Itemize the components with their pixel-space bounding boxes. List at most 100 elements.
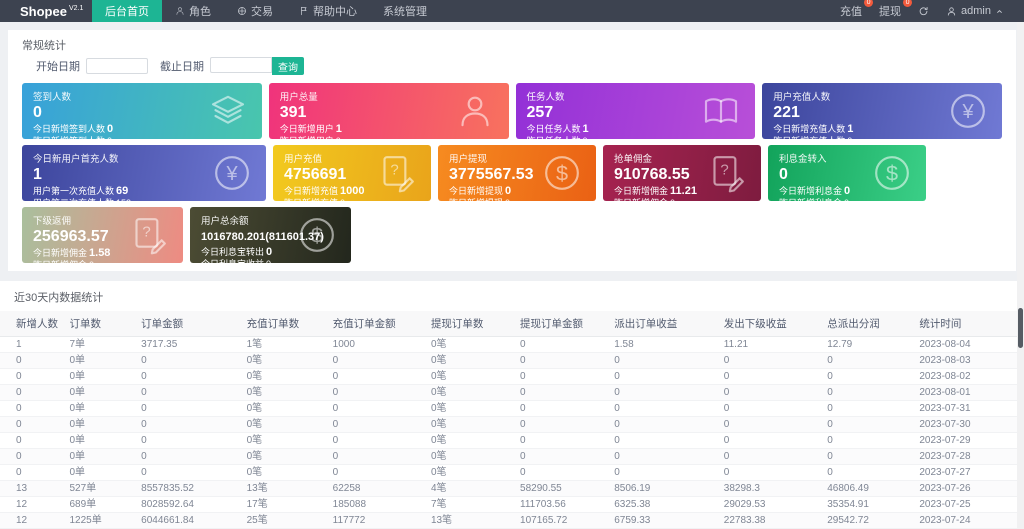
dollar-circle-icon: $ bbox=[297, 215, 337, 255]
recharge-badge: 0 bbox=[864, 0, 874, 7]
table-column-header: 充值订单数 bbox=[240, 311, 327, 337]
table-cell: 1 bbox=[0, 336, 64, 353]
app-logo[interactable]: Shopee V2.1 bbox=[0, 0, 92, 22]
withdraw-badge: 0 bbox=[903, 0, 913, 7]
card-line-yesterday: 用户第二次充值人数152 bbox=[33, 197, 255, 201]
svg-text:$: $ bbox=[556, 161, 568, 186]
yen-circle-icon: ¥ bbox=[948, 91, 988, 131]
stats-table: 新增人数 订单数 订单金额 充值订单数 充值订单金额 提现订单数 提现订单金额 派出订单收益发… bbox=[0, 311, 1024, 529]
table-cell: 35354.91 bbox=[821, 496, 914, 513]
scrollbar-thumb[interactable] bbox=[1018, 308, 1023, 348]
table-cell: 8028592.64 bbox=[135, 496, 241, 513]
nav-item-label: 后台首页 bbox=[105, 6, 149, 18]
nav-item-label: 帮助中心 bbox=[313, 6, 357, 18]
card-line-today: 今日新增佣金 1.58 bbox=[33, 246, 111, 259]
search-button[interactable]: 查询 bbox=[272, 57, 304, 75]
table-row: 0 0单 0 0笔 0 0笔 0 0 0 0 2023-07-28 bbox=[0, 448, 1024, 465]
svg-text:?: ? bbox=[720, 162, 728, 179]
nav-item-roles[interactable]: 角色 bbox=[162, 0, 224, 22]
scrollbar[interactable] bbox=[1017, 22, 1024, 529]
card-line-today: 今日利息宝转出 0 bbox=[201, 246, 273, 259]
withdraw-nav-item[interactable]: 提现 0 bbox=[879, 0, 913, 19]
table-cell: 0 bbox=[326, 464, 425, 481]
card-value: 1 bbox=[33, 166, 42, 183]
nav-item-help[interactable]: 帮助中心 bbox=[286, 0, 370, 22]
table-cell: 0 bbox=[135, 464, 241, 481]
table-cell: 0 bbox=[608, 400, 718, 417]
nav-item-label: 系统管理 bbox=[383, 6, 427, 18]
date-filter-row: 开始日期 截止日期 查询 bbox=[14, 55, 1010, 80]
table-cell: 0 bbox=[326, 384, 425, 401]
end-date-input[interactable] bbox=[210, 57, 272, 73]
card-line-today: 今日任务人数 1 bbox=[526, 122, 589, 135]
card-line-today: 今日新增用户 1 bbox=[279, 122, 342, 135]
table-column-header: 发出下级收益 bbox=[717, 311, 822, 337]
table-cell: 29542.72 bbox=[821, 512, 914, 529]
card-value: 256963.57 bbox=[33, 228, 109, 245]
table-cell: 0单 bbox=[63, 416, 136, 433]
table-cell: 0笔 bbox=[240, 464, 327, 481]
stat-card-recharge-users: 用户充值人数221今日新增充值人数1昨日新增充值人数0 ¥ bbox=[762, 83, 1002, 139]
table-cell: 13笔 bbox=[424, 512, 515, 529]
table-cell: 0 bbox=[717, 384, 822, 401]
table-cell: 0 bbox=[514, 384, 609, 401]
table-cell: 0 bbox=[326, 432, 425, 449]
table-cell: 0 bbox=[717, 432, 822, 449]
svg-text:¥: ¥ bbox=[961, 101, 974, 123]
table-cell: 12.79 bbox=[821, 336, 914, 353]
card-label: 下级返佣 bbox=[33, 216, 72, 227]
stat-card-total-balance: 用户总余额 1016780.201(811601.37) 今日利息宝转出0今日利息宝… bbox=[190, 207, 351, 263]
refresh-button[interactable] bbox=[918, 6, 929, 17]
recharge-nav-item[interactable]: 充值 0 bbox=[840, 0, 874, 19]
nav-item-system[interactable]: 系统管理 bbox=[370, 0, 440, 22]
user-menu[interactable]: admin bbox=[946, 5, 1004, 17]
table-cell: 0 bbox=[717, 464, 822, 481]
start-date-input[interactable] bbox=[86, 58, 148, 74]
nav-item-home[interactable]: 后台首页 bbox=[92, 0, 162, 22]
table-column-header: 充值订单金额 bbox=[326, 311, 425, 337]
table-cell: 0 bbox=[514, 336, 609, 353]
table-cell: 2023-08-01 bbox=[913, 384, 1024, 401]
top-navbar: Shopee V2.1 后台首页 角色 交易 帮助中心 系统管理 充值 0 提现 0 a… bbox=[0, 0, 1024, 22]
table-cell: 107165.72 bbox=[514, 512, 609, 529]
table-column-header: 总派出分润 bbox=[821, 311, 914, 337]
svg-text:$: $ bbox=[886, 161, 898, 186]
table-cell: 2023-07-24 bbox=[913, 512, 1024, 529]
table-cell: 0笔 bbox=[240, 400, 327, 417]
card-line-yesterday: 昨日新增充值人数0 bbox=[773, 135, 991, 139]
table-cell: 0笔 bbox=[240, 368, 327, 385]
app-version: V2.1 bbox=[68, 4, 84, 12]
svg-text:$: $ bbox=[311, 223, 323, 248]
table-cell: 0笔 bbox=[240, 352, 327, 369]
table-cell: 0笔 bbox=[240, 384, 327, 401]
card-line-today: 今日新增充值人数 1 bbox=[773, 122, 854, 135]
table-cell: 2023-07-26 bbox=[913, 480, 1024, 497]
card-label: 利息金转入 bbox=[779, 154, 827, 165]
table-row: 0 0单 0 0笔 0 0笔 0 0 0 0 2023-08-03 bbox=[0, 352, 1024, 369]
table-cell: 185088 bbox=[326, 496, 425, 513]
table-cell: 0单 bbox=[63, 464, 136, 481]
table-cell: 0 bbox=[135, 368, 241, 385]
table-cell: 0 bbox=[0, 400, 64, 417]
table-cell: 0笔 bbox=[424, 448, 515, 465]
table-panel: 近30天内数据统计 新增人数 订单数 订单金额 充值订单数 充值订单金额 提现订单数 提现订… bbox=[0, 281, 1024, 529]
table-cell: 0单 bbox=[63, 384, 136, 401]
stat-card-task-users: 任务人数257今日任务人数1昨日任务人数0 bbox=[515, 83, 756, 139]
table-cell: 0 bbox=[608, 368, 718, 385]
card-line-today: 今日新增利息金 0 bbox=[779, 184, 851, 197]
table-cell: 0 bbox=[608, 352, 718, 369]
nav-item-trade[interactable]: 交易 bbox=[224, 0, 286, 22]
card-line-yesterday: 昨日新增佣金0 bbox=[33, 259, 172, 263]
chevron-up-icon bbox=[995, 7, 1004, 16]
table-cell: 0笔 bbox=[424, 352, 515, 369]
card-line-yesterday: 昨日新增签到人数0 bbox=[33, 135, 251, 139]
end-date-group: 查询 bbox=[210, 57, 304, 75]
table-cell: 6044661.84 bbox=[135, 512, 241, 529]
table-column-header: 订单数 bbox=[63, 311, 136, 337]
table-row: 0 0单 0 0笔 0 0笔 0 0 0 0 2023-07-29 bbox=[0, 432, 1024, 449]
table-cell: 2023-07-27 bbox=[913, 464, 1024, 481]
table-cell: 0 bbox=[514, 368, 609, 385]
table-column-header: 新增人数 bbox=[0, 311, 64, 337]
table-row: 0 0单 0 0笔 0 0笔 0 0 0 0 2023-07-30 bbox=[0, 416, 1024, 433]
